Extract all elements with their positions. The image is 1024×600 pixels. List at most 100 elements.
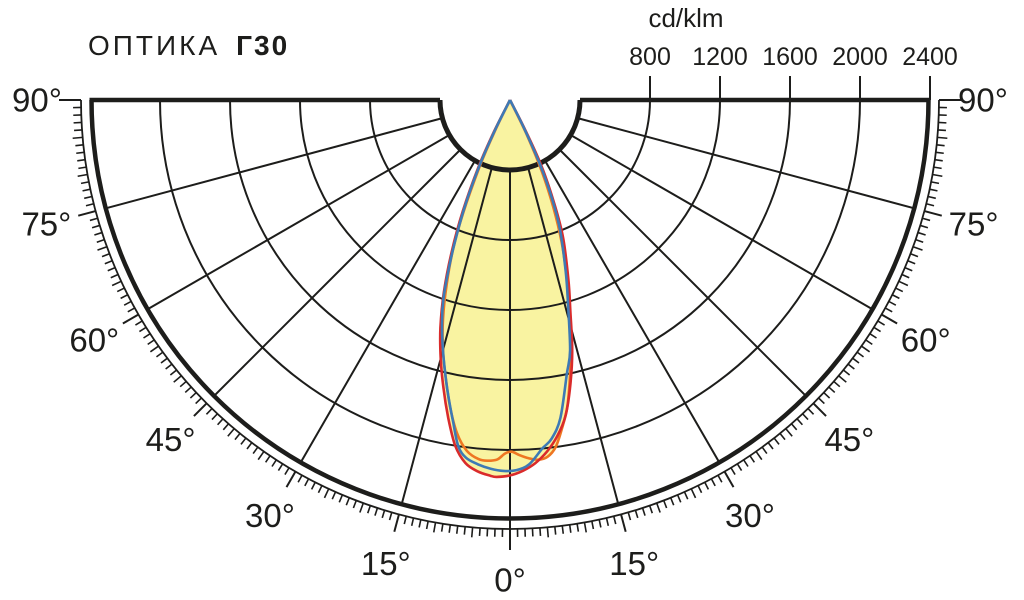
angle-tick-5 (546, 527, 550, 538)
angle-tick-48 (828, 386, 836, 394)
angle-tick-18 (641, 507, 646, 516)
angle-tick-72 (917, 231, 926, 236)
angle-tick-61 (884, 307, 893, 313)
angle-tick--37 (246, 442, 253, 450)
angle-tick-51 (842, 369, 851, 376)
angle-tick-19 (648, 505, 654, 514)
angle-tick--36 (252, 446, 259, 455)
angle-tick--6 (463, 526, 466, 535)
angle-tick--35 (257, 450, 265, 461)
angle-tick--75 (77, 210, 96, 217)
angle-tick-64 (895, 287, 904, 293)
angle-tick-31 (730, 467, 736, 475)
angle-tick-67 (904, 266, 913, 272)
angle-label-left-15: 15° (361, 545, 411, 582)
angle-tick-39 (779, 432, 786, 441)
beam-outline-layer (438, 99, 574, 479)
radial-line--45 (213, 148, 462, 397)
angle-tick-77 (927, 195, 936, 200)
radial-line-30 (544, 160, 721, 463)
angle-tick--60 (122, 313, 139, 325)
angle-tick--20 (359, 502, 365, 513)
angle-tick--83 (76, 151, 85, 155)
angle-tick-21 (662, 500, 668, 509)
angle-tick-41 (790, 423, 798, 431)
angle-tick-58 (873, 326, 882, 333)
angle-tick-65 (898, 280, 909, 287)
angle-tick-ring (59, 99, 961, 550)
angle-tick--72 (94, 231, 103, 236)
angle-tick-52 (847, 363, 855, 370)
angle-tick-6 (554, 526, 557, 535)
angle-tick-73 (920, 224, 929, 229)
angle-tick-8 (568, 524, 572, 533)
angle-tick-85 (937, 136, 948, 140)
angle-tick--63 (120, 294, 129, 300)
angle-tick-54 (856, 351, 865, 358)
chart-title-prefix: ОПТИКА (88, 30, 221, 61)
angle-tick--45 (193, 402, 208, 417)
angle-tick--14 (403, 516, 407, 525)
inner-notch-arc (437, 99, 583, 173)
angle-label-left-45: 45° (146, 421, 196, 458)
angle-tick-33 (742, 459, 749, 467)
angle-tick--46 (195, 397, 202, 405)
angle-tick--17 (381, 510, 386, 519)
angle-tick--42 (216, 418, 224, 426)
angle-tick-9 (576, 523, 580, 532)
angle-tick-45 (812, 402, 827, 417)
angle-tick-13 (605, 517, 610, 526)
scale-label-1600: 1600 (762, 43, 818, 71)
angle-tick--66 (110, 273, 119, 279)
angle-tick-74 (922, 217, 931, 222)
angle-tick-63 (891, 294, 900, 300)
angle-tick--80 (77, 173, 88, 178)
angle-tick-56 (865, 339, 873, 346)
angle-tick-83 (935, 151, 944, 155)
angle-tick-75 (924, 210, 943, 217)
scale-label-800: 800 (629, 43, 671, 71)
angle-tick--18 (374, 507, 379, 516)
angle-tick-36 (761, 446, 768, 455)
angle-tick-69 (910, 252, 919, 258)
angle-tick-4 (539, 527, 542, 536)
angle-tick--32 (277, 463, 284, 472)
angle-tick--21 (352, 500, 358, 509)
angle-tick--24 (331, 491, 337, 500)
angle-tick--39 (234, 432, 241, 441)
angle-tick-71 (915, 238, 924, 244)
angle-tick-10 (583, 522, 588, 533)
angle-tick-24 (683, 491, 689, 500)
radial-line-15 (527, 167, 620, 505)
angle-tick--28 (304, 478, 310, 487)
angle-tick--59 (135, 320, 143, 326)
angle-tick--86 (74, 129, 83, 132)
angle-tick-44 (807, 408, 815, 415)
angle-tick--47 (189, 391, 197, 399)
angle-tick-49 (833, 380, 841, 388)
angle-tick-37 (767, 442, 774, 450)
angle-tick--69 (101, 252, 110, 258)
angle-tick--84 (75, 144, 84, 147)
angle-tick--13 (410, 517, 415, 526)
angle-tick-17 (634, 510, 639, 519)
angle-tick--31 (284, 467, 290, 475)
angle-tick--16 (388, 512, 393, 521)
angle-tick-79 (930, 181, 940, 185)
angle-tick-29 (717, 474, 723, 483)
radial-line-75 (577, 117, 915, 210)
angle-tick--57 (143, 332, 151, 339)
angle-tick--27 (310, 481, 316, 490)
angle-tick--55 (149, 345, 160, 353)
chart-title: ОПТИКА Г30 (88, 30, 289, 62)
angle-tick--8 (448, 524, 452, 533)
angle-tick--41 (222, 423, 230, 431)
angle-tick--53 (160, 357, 168, 364)
angle-tick--43 (211, 413, 219, 421)
angle-tick--30 (285, 471, 297, 488)
angle-label-left-30: 30° (245, 497, 295, 534)
angle-tick--67 (107, 266, 116, 272)
angle-label-layer: 0° 15° 15° 30° 30° 45° 45° 60° 60° 75° 75° 90° 90° (12, 82, 1008, 599)
angle-tick--70 (97, 245, 108, 251)
angle-label-right-60: 60° (901, 322, 951, 359)
